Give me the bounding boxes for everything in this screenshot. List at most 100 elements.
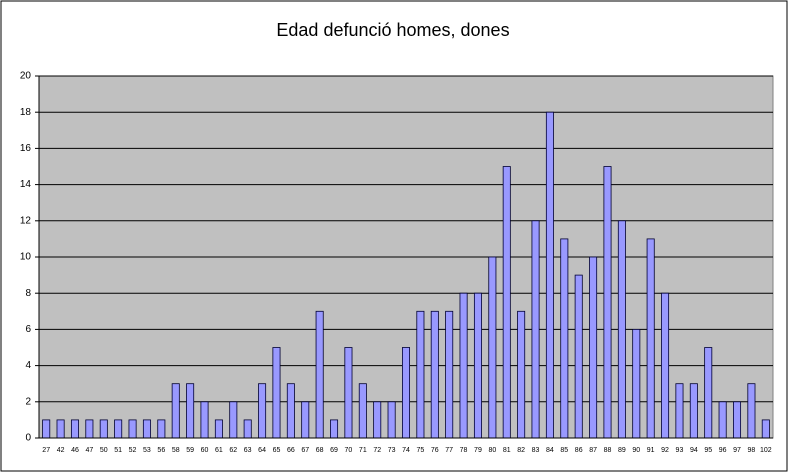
bar bbox=[258, 383, 267, 439]
y-tick-label: 12 bbox=[20, 215, 32, 226]
x-tick-label: 102 bbox=[760, 447, 772, 454]
x-tick-label: 88 bbox=[604, 447, 612, 454]
x-tick-label: 73 bbox=[388, 447, 396, 454]
x-tick-label: 46 bbox=[71, 447, 79, 454]
bar bbox=[402, 347, 410, 439]
x-tick-label: 75 bbox=[416, 447, 424, 454]
x-tick-label: 70 bbox=[345, 447, 353, 454]
x-tick-label: 82 bbox=[517, 447, 525, 454]
bar bbox=[114, 419, 123, 439]
bar bbox=[560, 238, 569, 439]
bar bbox=[733, 401, 742, 439]
x-tick-label: 64 bbox=[258, 447, 266, 454]
x-tick-label: 27 bbox=[42, 447, 50, 454]
x-tick-label: 78 bbox=[460, 447, 468, 454]
bar bbox=[761, 419, 770, 439]
bar bbox=[430, 310, 439, 439]
bar bbox=[373, 401, 382, 439]
bar bbox=[517, 310, 526, 439]
x-tick-label: 86 bbox=[575, 447, 583, 454]
x-tick-label: 56 bbox=[157, 447, 165, 454]
bar bbox=[301, 401, 310, 439]
bar bbox=[243, 419, 252, 439]
bar bbox=[128, 419, 137, 439]
x-tick-label: 85 bbox=[560, 447, 568, 454]
x-tick-label: 96 bbox=[719, 447, 727, 454]
bar bbox=[689, 383, 698, 439]
bar bbox=[387, 401, 396, 439]
bar bbox=[574, 274, 583, 439]
x-tick-label: 76 bbox=[431, 447, 439, 454]
bar bbox=[157, 419, 166, 439]
x-tick-label: 42 bbox=[57, 447, 65, 454]
x-tick-label: 95 bbox=[704, 447, 712, 454]
x-tick-label: 74 bbox=[402, 447, 410, 454]
bar bbox=[358, 383, 367, 439]
x-tick-label: 59 bbox=[186, 447, 194, 454]
bar bbox=[330, 419, 339, 439]
bar bbox=[214, 419, 223, 439]
x-tick-label: 79 bbox=[474, 447, 482, 454]
x-tick-label: 67 bbox=[301, 447, 309, 454]
x-tick-label: 84 bbox=[546, 447, 554, 454]
x-tick-label: 66 bbox=[287, 447, 295, 454]
bar bbox=[473, 292, 482, 439]
x-tick-label: 63 bbox=[244, 447, 252, 454]
y-tick-label: 6 bbox=[25, 324, 31, 335]
bar bbox=[445, 310, 454, 439]
bar bbox=[70, 419, 79, 439]
bar bbox=[747, 383, 756, 439]
bar bbox=[603, 166, 612, 439]
bar bbox=[186, 383, 195, 439]
bar bbox=[617, 220, 626, 439]
bar bbox=[416, 310, 425, 439]
bar bbox=[646, 238, 655, 439]
bar bbox=[315, 310, 324, 439]
x-tick-label: 52 bbox=[129, 447, 137, 454]
bar bbox=[531, 220, 540, 439]
x-tick-label: 80 bbox=[488, 447, 496, 454]
x-tick-label: 68 bbox=[316, 447, 324, 454]
chart-title: Edad defunció homes, dones bbox=[276, 20, 509, 40]
y-tick-label: 14 bbox=[20, 179, 32, 190]
bar bbox=[229, 401, 238, 439]
x-tick-label: 94 bbox=[690, 447, 698, 454]
bar bbox=[488, 256, 497, 439]
x-tick-label: 62 bbox=[229, 447, 237, 454]
x-tick-label: 77 bbox=[445, 447, 453, 454]
bar bbox=[704, 347, 713, 439]
x-tick-label: 69 bbox=[330, 447, 338, 454]
x-tick-label: 72 bbox=[373, 447, 381, 454]
y-tick-label: 8 bbox=[25, 288, 31, 299]
bar bbox=[200, 401, 209, 439]
bar bbox=[459, 292, 468, 439]
y-tick-label: 16 bbox=[20, 143, 32, 154]
bar bbox=[85, 419, 94, 439]
bar bbox=[661, 292, 670, 439]
x-tick-label: 92 bbox=[661, 447, 669, 454]
x-tick-label: 91 bbox=[647, 447, 655, 454]
x-tick-label: 71 bbox=[359, 447, 367, 454]
y-tick-label: 4 bbox=[25, 360, 31, 371]
x-tick-label: 60 bbox=[201, 447, 209, 454]
x-tick-label: 53 bbox=[143, 447, 151, 454]
x-tick-label: 83 bbox=[532, 447, 540, 454]
y-tick-label: 2 bbox=[25, 396, 31, 407]
bar bbox=[675, 383, 684, 439]
bar bbox=[545, 111, 554, 439]
x-tick-label: 89 bbox=[618, 447, 626, 454]
bar bbox=[142, 419, 151, 439]
y-tick-label: 10 bbox=[20, 252, 32, 263]
bar bbox=[272, 347, 281, 439]
y-tick-label: 20 bbox=[20, 71, 32, 82]
bar bbox=[718, 401, 727, 439]
x-tick-label: 87 bbox=[589, 447, 597, 454]
bar bbox=[171, 383, 180, 439]
bar bbox=[42, 419, 51, 439]
x-tick-label: 97 bbox=[733, 447, 741, 454]
y-tick-label: 18 bbox=[20, 107, 32, 118]
bar bbox=[344, 347, 353, 439]
bar bbox=[632, 328, 641, 439]
x-tick-label: 47 bbox=[85, 447, 93, 454]
